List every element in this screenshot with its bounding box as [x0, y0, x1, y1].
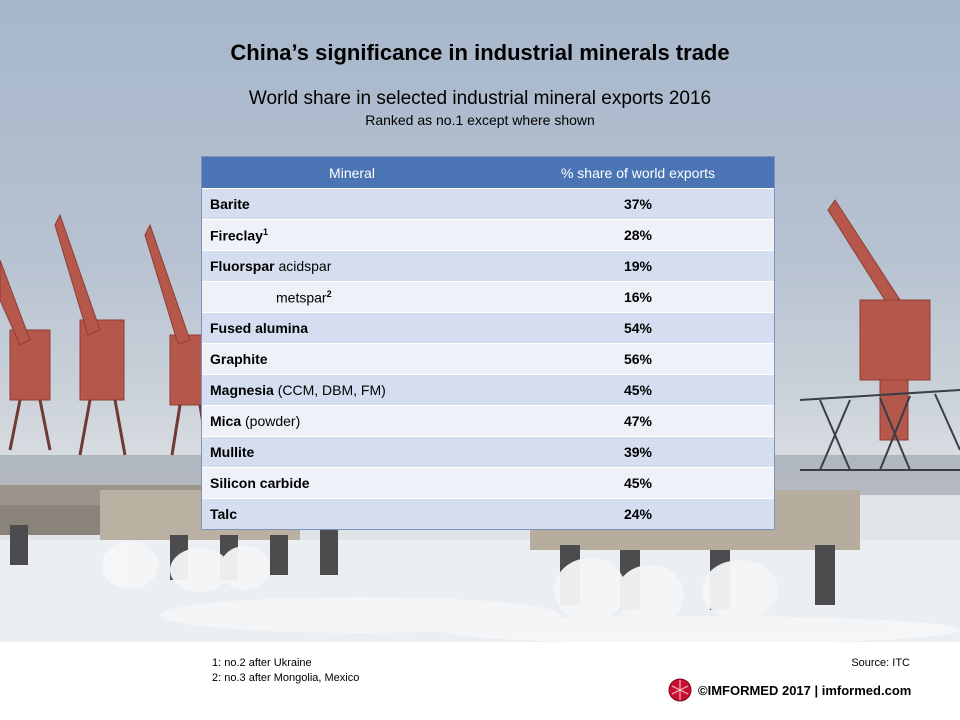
table-row: metspar2 16% — [202, 281, 774, 313]
mineral-name-cell: Fused alumina — [202, 312, 502, 344]
mineral-name: Fireclay — [210, 227, 263, 244]
share-value-cell: 37% — [502, 188, 774, 220]
share-value-cell: 47% — [502, 405, 774, 437]
mineral-name-cell: Mica (powder) — [202, 405, 502, 437]
share-value-cell: 54% — [502, 312, 774, 344]
slide-title: China’s significance in industrial miner… — [230, 40, 730, 65]
slide-subtitle: World share in selected industrial miner… — [248, 88, 712, 109]
share-value-cell: 24% — [502, 498, 774, 529]
footnote-2: 2: no.3 after Mongolia, Mexico — [212, 672, 360, 684]
mineral-name-cell: Fireclay1 — [202, 219, 502, 251]
mineral-qualifier: (CCM, DBM, FM) — [273, 382, 386, 398]
harbor-cranes-illustration — [0, 199, 960, 642]
mineral-name-cell: Silicon carbide — [202, 467, 502, 499]
footnote-marker: 1 — [262, 226, 268, 237]
table-row: Silicon carbide 45% — [202, 467, 774, 499]
share-value-cell: 16% — [502, 281, 774, 313]
table-row: Fluorspar acidspar 19% — [202, 250, 774, 282]
mineral-name: Mica — [210, 413, 242, 429]
share-value-cell: 45% — [502, 374, 774, 406]
footnote-marker: 2 — [326, 288, 332, 299]
table-header-row: Mineral % share of world exports — [202, 157, 774, 189]
table-row: Mullite 39% — [202, 436, 774, 468]
mineral-name: Fluorspar — [210, 258, 275, 274]
minerals-table: Mineral % share of world exports Barite 3… — [201, 156, 775, 530]
mineral-name-cell: Fluorspar acidspar — [202, 250, 502, 282]
share-value-cell: 56% — [502, 343, 774, 375]
mineral-qualifier: (powder) — [241, 413, 301, 429]
mineral-name-cell: Magnesia (CCM, DBM, FM) — [202, 374, 502, 406]
mineral-name: Silicon carbide — [210, 475, 310, 491]
mineral-name-cell: Talc — [202, 498, 502, 529]
mineral-name: Barite — [210, 196, 250, 212]
mineral-name: Fused alumina — [210, 320, 309, 336]
mineral-name: Magnesia — [210, 382, 274, 398]
table-row: Fused alumina 54% — [202, 312, 774, 344]
background-photo — [0, 0, 960, 642]
footnotes: 1: no.2 after Ukraine 2: no.3 after Mong… — [212, 656, 359, 686]
table-row: Graphite 56% — [202, 343, 774, 375]
source-note: Source: ITC — [851, 657, 910, 669]
mineral-name-cell: Graphite — [202, 343, 502, 375]
brand-text: ©IMFORMED 2017 | imformed.com — [698, 682, 912, 698]
column-header-share: % share of world exports — [502, 157, 774, 189]
mineral-name: Graphite — [210, 351, 268, 367]
imformed-logo-icon — [668, 678, 692, 702]
footnote-1: 1: no.2 after Ukraine — [212, 657, 312, 669]
mineral-name-cell: metspar2 — [202, 281, 502, 313]
mineral-name-cell: Mullite — [202, 436, 502, 468]
mineral-name: Talc — [210, 506, 237, 522]
table-row: Mica (powder) 47% — [202, 405, 774, 437]
mineral-qualifier: metspar — [276, 289, 327, 306]
mineral-qualifier: acidspar — [274, 258, 332, 274]
column-header-mineral: Mineral — [202, 157, 502, 189]
share-value-cell: 39% — [502, 436, 774, 468]
mineral-name-cell: Barite — [202, 188, 502, 220]
mineral-name: Mullite — [210, 444, 255, 460]
table-row: Magnesia (CCM, DBM, FM) 45% — [202, 374, 774, 406]
share-value-cell: 28% — [502, 219, 774, 251]
share-value-cell: 19% — [502, 250, 774, 282]
share-value-cell: 45% — [502, 467, 774, 499]
brand: ©IMFORMED 2017 | imformed.com — [668, 678, 911, 702]
table-row: Talc 24% — [202, 498, 774, 529]
slide-note: Ranked as no.1 except where shown — [365, 112, 595, 128]
table-row: Barite 37% — [202, 188, 774, 220]
table-row: Fireclay1 28% — [202, 219, 774, 251]
